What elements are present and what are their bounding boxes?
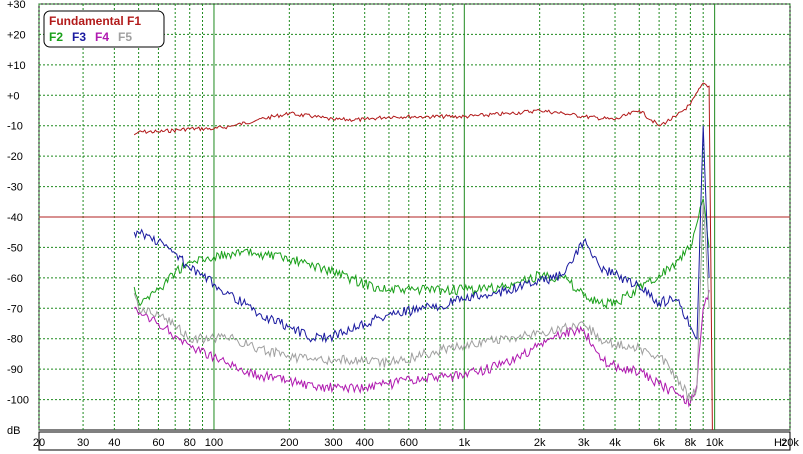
x-tick-label: 2k — [534, 437, 546, 449]
series-line-4 — [133, 289, 710, 408]
legend-item-f3: F3 — [72, 30, 86, 44]
y-tick-label: -10 — [7, 121, 23, 133]
y-tick-label: +0 — [7, 90, 20, 102]
x-tick-label: 400 — [356, 437, 374, 449]
y-tick-label: -100 — [7, 395, 29, 407]
x-tick-label: 40 — [108, 437, 120, 449]
x-tick-label: 200 — [280, 437, 298, 449]
x-tick-label: 80 — [184, 437, 196, 449]
x-tick-label: 60 — [152, 437, 164, 449]
x-tick-label: 10k — [706, 437, 724, 449]
x-tick-label: 3k — [578, 437, 590, 449]
y-tick-label: -40 — [7, 212, 23, 224]
series-line-5 — [133, 201, 710, 402]
legend: Fundamental F1 F2 F3 F4 F5 — [43, 10, 165, 48]
y-tick-label: +20 — [7, 29, 26, 41]
legend-item-f1: Fundamental F1 — [49, 14, 141, 28]
y-axis-unit: dB — [7, 425, 20, 437]
series-line-2 — [133, 198, 710, 310]
y-tick-label: +10 — [7, 60, 26, 72]
y-tick-label: -20 — [7, 151, 23, 163]
y-tick-label: -60 — [7, 273, 23, 285]
x-tick-label: 100 — [205, 437, 223, 449]
y-tick-label: -80 — [7, 334, 23, 346]
x-tick-label: 20k — [781, 437, 799, 449]
x-axis-strip — [38, 431, 791, 451]
x-tick-label: 300 — [324, 437, 342, 449]
y-tick-label: -70 — [7, 303, 23, 315]
x-tick-label: 4k — [609, 437, 621, 449]
series-line-3 — [133, 125, 710, 344]
x-tick-label: 8k — [685, 437, 697, 449]
x-tick-label: 1k — [458, 437, 470, 449]
y-axis-labels: +30 +20 +10 +0 -10 -20 -30 -40 -50 -60 -70 -80 -90 -1… — [7, 0, 29, 407]
x-axis-unit: Hz — [774, 437, 787, 449]
series-layer — [133, 82, 713, 431]
x-tick-label: 30 — [77, 437, 89, 449]
series-line-1 — [133, 82, 713, 431]
x-tick-label: 600 — [400, 437, 418, 449]
x-axis-labels: 20 30 40 60 80 100 200 300 400 600 1k 2k 3k 4k 6k 8k 10k… — [33, 437, 799, 449]
legend-item-f4: F4 — [95, 30, 109, 44]
legend-item-f5: F5 — [118, 30, 132, 44]
y-tick-label: -50 — [7, 242, 23, 254]
x-tick-label: 20 — [33, 437, 45, 449]
legend-item-f2: F2 — [49, 30, 63, 44]
y-tick-label: +30 — [7, 0, 26, 11]
y-tick-label: -90 — [7, 364, 23, 376]
x-tick-label: 6k — [653, 437, 665, 449]
y-tick-label: -30 — [7, 182, 23, 194]
legend-box — [43, 10, 165, 48]
